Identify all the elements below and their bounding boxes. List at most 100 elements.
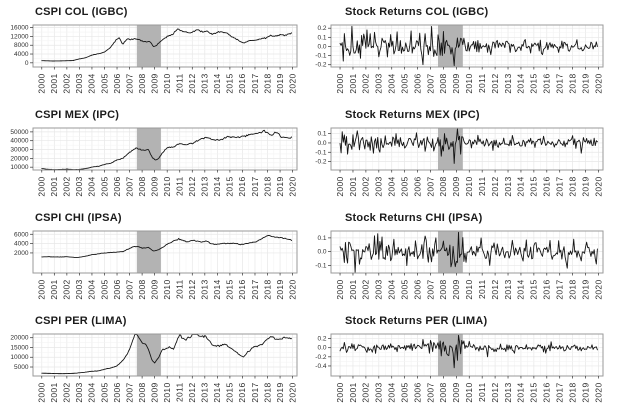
svg-text:2008: 2008 bbox=[438, 177, 448, 197]
svg-text:2015: 2015 bbox=[529, 177, 539, 197]
plot-returns-per: 2000 2001 2002 2003 2004 2005 2006 2007 2008 2009… bbox=[315, 333, 604, 403]
svg-text:2016: 2016 bbox=[237, 74, 247, 94]
data-line bbox=[339, 231, 598, 273]
svg-text:2009: 2009 bbox=[451, 280, 461, 300]
svg-text:2001: 2001 bbox=[49, 74, 59, 94]
svg-text:2014: 2014 bbox=[212, 280, 222, 300]
svg-text:2004: 2004 bbox=[387, 280, 397, 300]
svg-text:2006: 2006 bbox=[412, 73, 422, 93]
chart-returns-chi: Stock Returns CHI (IPSA) 2000 2001 2002 200… bbox=[312, 206, 624, 309]
svg-text:2013: 2013 bbox=[200, 74, 210, 94]
svg-text:2020: 2020 bbox=[287, 74, 297, 94]
svg-text:2020: 2020 bbox=[287, 383, 297, 403]
svg-text:2015: 2015 bbox=[225, 280, 235, 300]
svg-text:2015: 2015 bbox=[225, 383, 235, 403]
svg-text:2004: 2004 bbox=[87, 280, 97, 300]
svg-text:2007: 2007 bbox=[425, 383, 435, 403]
svg-text:2002: 2002 bbox=[62, 280, 72, 300]
svg-text:2017: 2017 bbox=[555, 383, 565, 403]
svg-text:2011: 2011 bbox=[175, 280, 185, 299]
svg-text:2016: 2016 bbox=[237, 383, 247, 403]
axis-labels: 2000 2001 2002 2003 2004 2005 2006 2007 2008 2009… bbox=[10, 335, 297, 403]
svg-text:2005: 2005 bbox=[399, 280, 409, 300]
svg-text:2015: 2015 bbox=[529, 74, 539, 94]
chart-title-cspi-chi: CSPI CHI (IPSA) bbox=[35, 212, 122, 224]
panel-border bbox=[330, 333, 604, 377]
svg-text:2017: 2017 bbox=[250, 383, 260, 403]
svg-text:2006: 2006 bbox=[412, 177, 422, 197]
svg-text:2004: 2004 bbox=[387, 74, 397, 94]
recession-band bbox=[136, 231, 161, 273]
axis-labels: 2000 2001 2002 2003 2004 2005 2006 2007 2008 2009… bbox=[315, 131, 603, 197]
chart-cspi-col: CSPI COL (IGBC) 2000 2001 2002 2003 2004 2005… bbox=[0, 0, 312, 103]
svg-text:2009: 2009 bbox=[149, 383, 159, 403]
svg-text:6000: 6000 bbox=[14, 231, 29, 238]
svg-text:0.0: 0.0 bbox=[317, 345, 326, 352]
plot-returns-mex: 2000 2001 2002 2003 2004 2005 2006 2007 2008 2009… bbox=[315, 127, 604, 197]
svg-text:2003: 2003 bbox=[374, 74, 384, 94]
svg-text:2004: 2004 bbox=[387, 383, 397, 403]
svg-text:2007: 2007 bbox=[124, 74, 134, 94]
svg-text:2008: 2008 bbox=[137, 383, 147, 403]
svg-text:2011: 2011 bbox=[175, 74, 185, 93]
svg-text:0.0: 0.0 bbox=[317, 43, 326, 50]
svg-text:2019: 2019 bbox=[275, 280, 285, 300]
svg-text:2009: 2009 bbox=[451, 383, 461, 403]
svg-text:16000: 16000 bbox=[10, 25, 28, 32]
svg-text:2013: 2013 bbox=[503, 177, 513, 197]
svg-text:20000: 20000 bbox=[10, 335, 28, 342]
svg-text:2009: 2009 bbox=[149, 177, 159, 197]
axis-labels: 2000 2001 2002 2003 2004 2005 2006 2007 2008 2009… bbox=[315, 336, 603, 403]
chart-title-returns-chi: Stock Returns CHI (IPSA) bbox=[345, 212, 483, 224]
chart-returns-per: Stock Returns PER (LIMA) 2000 2001 2002 200… bbox=[312, 309, 624, 412]
svg-text:2005: 2005 bbox=[99, 177, 109, 197]
svg-text:2017: 2017 bbox=[555, 280, 565, 300]
svg-text:2014: 2014 bbox=[516, 280, 526, 300]
svg-text:2006: 2006 bbox=[412, 280, 422, 300]
chart-cspi-chi: CSPI CHI (IPSA) 2000 2001 2002 2003 2004 2005… bbox=[0, 206, 312, 309]
svg-text:2012: 2012 bbox=[187, 280, 197, 300]
svg-text:2000: 2000 bbox=[14, 250, 29, 257]
svg-text:2002: 2002 bbox=[361, 383, 371, 403]
svg-text:2008: 2008 bbox=[137, 74, 147, 94]
svg-text:2017: 2017 bbox=[250, 177, 260, 197]
svg-text:2000: 2000 bbox=[335, 383, 345, 403]
svg-text:2012: 2012 bbox=[490, 280, 500, 300]
svg-text:2004: 2004 bbox=[87, 177, 97, 197]
svg-text:0.2: 0.2 bbox=[317, 25, 326, 32]
svg-text:2009: 2009 bbox=[149, 74, 159, 94]
panel-border bbox=[32, 230, 298, 274]
chart-title-returns-col: Stock Returns COL (IGBC) bbox=[345, 6, 489, 18]
svg-text:2006: 2006 bbox=[112, 74, 122, 94]
svg-text:2002: 2002 bbox=[62, 74, 72, 94]
chart-cspi-per: CSPI PER (LIMA) 2000 2001 2002 2003 2004 2005… bbox=[0, 309, 312, 412]
svg-text:2019: 2019 bbox=[275, 74, 285, 94]
svg-text:2002: 2002 bbox=[361, 280, 371, 300]
svg-text:0.0: 0.0 bbox=[317, 140, 326, 147]
svg-text:-0.2: -0.2 bbox=[315, 159, 327, 166]
svg-text:-0.1: -0.1 bbox=[315, 262, 327, 269]
svg-text:2016: 2016 bbox=[542, 177, 552, 197]
plot-cspi-col: 2000 2001 2002 2003 2004 2005 2006 2007 2008 2009… bbox=[10, 24, 298, 94]
svg-text:2017: 2017 bbox=[250, 74, 260, 94]
gridlines bbox=[331, 128, 603, 170]
svg-text:2001: 2001 bbox=[49, 177, 59, 197]
svg-text:2006: 2006 bbox=[112, 383, 122, 403]
svg-text:2003: 2003 bbox=[374, 383, 384, 403]
svg-text:2019: 2019 bbox=[580, 177, 590, 197]
svg-text:2012: 2012 bbox=[187, 383, 197, 403]
svg-text:2004: 2004 bbox=[387, 177, 397, 197]
chart-returns-mex: Stock Returns MEX (IPC) 2000 2001 2002 2003… bbox=[312, 103, 624, 206]
svg-text:2010: 2010 bbox=[464, 280, 474, 300]
svg-text:2019: 2019 bbox=[580, 74, 590, 94]
svg-text:2002: 2002 bbox=[62, 383, 72, 403]
svg-text:2010: 2010 bbox=[162, 74, 172, 94]
svg-text:2007: 2007 bbox=[124, 280, 134, 300]
svg-text:2020: 2020 bbox=[593, 383, 603, 403]
plot-returns-chi: 2000 2001 2002 2003 2004 2005 2006 2007 2008 2009… bbox=[315, 230, 604, 300]
svg-text:0: 0 bbox=[25, 60, 29, 67]
data-line bbox=[339, 334, 598, 369]
svg-text:5000: 5000 bbox=[14, 364, 29, 371]
svg-text:4000: 4000 bbox=[14, 51, 29, 58]
